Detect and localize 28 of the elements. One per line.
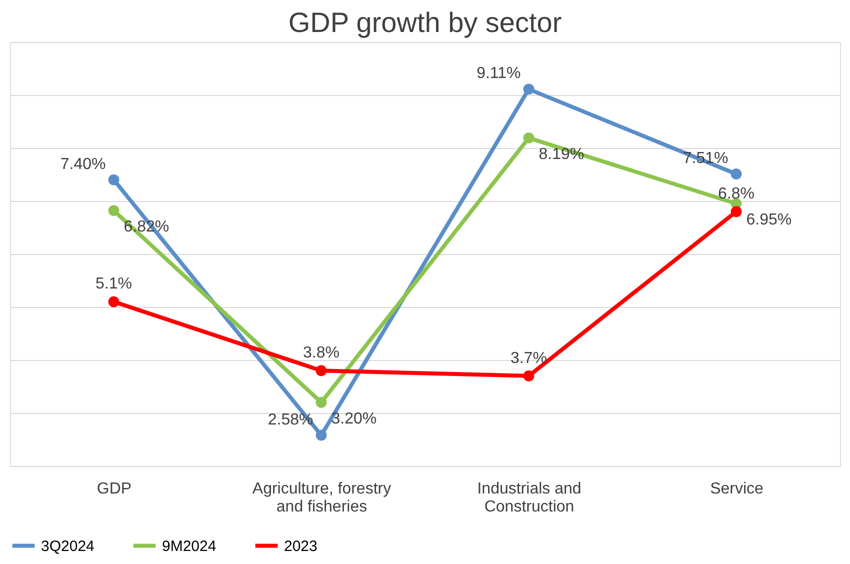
data-label: 3.20% [331, 410, 377, 428]
legend-label: 2023 [284, 538, 318, 555]
data-label: 3.7% [510, 350, 547, 367]
x-tick-label: Service [710, 480, 764, 498]
data-label: 3.8% [303, 344, 340, 362]
data-label: 5.1% [96, 276, 132, 293]
point [523, 370, 534, 382]
point [316, 396, 327, 408]
data-label: 9.11% [476, 65, 521, 82]
point [730, 206, 742, 218]
point [730, 168, 742, 180]
chart-title: GDP growth by sector [288, 7, 562, 38]
point [316, 430, 327, 441]
point [523, 132, 534, 144]
x-tick-label: Industrials and Construction [477, 480, 582, 516]
point [108, 296, 120, 308]
x-tick-label: Agriculture, forestry and fisheries [252, 480, 392, 516]
x-tick-label: GDP [96, 480, 132, 498]
point [108, 205, 120, 216]
point [316, 365, 327, 376]
data-label: 7.40% [60, 156, 106, 173]
point [108, 174, 120, 186]
data-label: 6.95% [746, 212, 792, 229]
legend-label: 3Q2024 [41, 538, 94, 555]
data-label: 6.8% [718, 186, 754, 203]
legend-label: 9M2024 [162, 538, 216, 555]
point [523, 84, 534, 95]
data-label: 8.19% [538, 146, 584, 163]
